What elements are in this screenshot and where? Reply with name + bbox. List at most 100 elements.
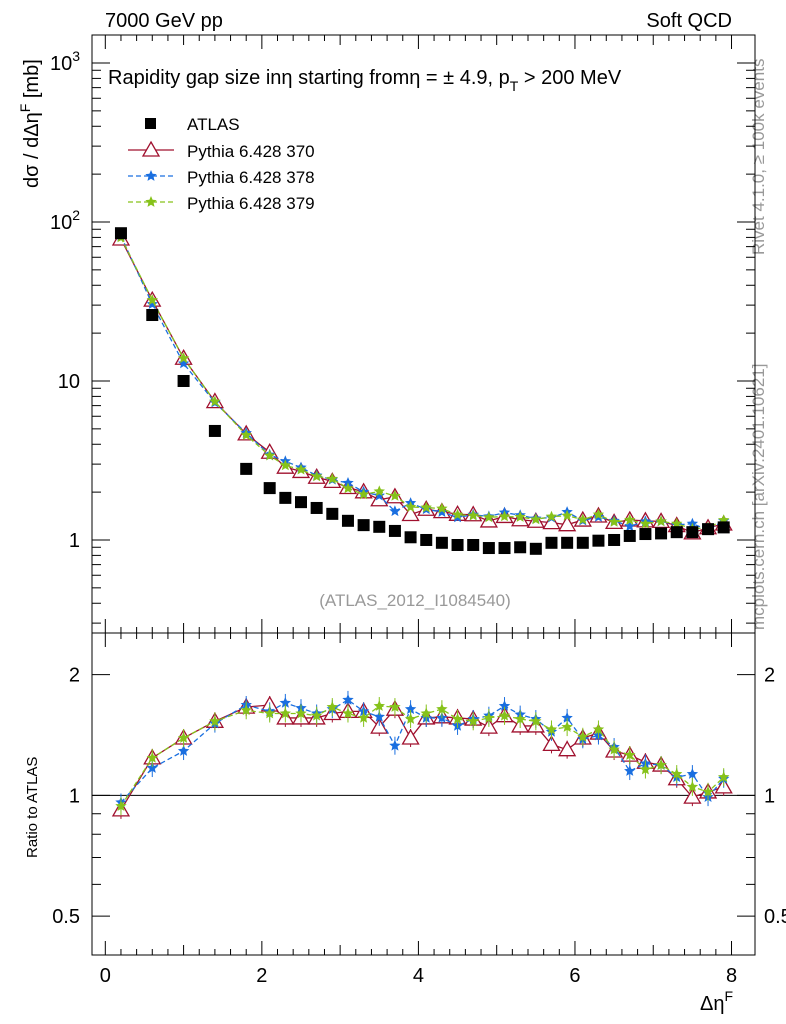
data-point <box>420 533 433 546</box>
series-line <box>120 238 724 534</box>
data-point <box>341 514 354 527</box>
series-point <box>240 429 252 440</box>
series-point <box>177 357 190 369</box>
ratio-point <box>373 700 385 711</box>
ratio-point <box>370 717 389 734</box>
data-point <box>686 526 699 539</box>
ratio-point <box>279 696 291 708</box>
series-point <box>436 506 448 517</box>
ratio-point <box>671 768 683 779</box>
ratio-point <box>467 715 479 727</box>
ratio-point <box>373 710 385 722</box>
ratio-point <box>404 713 417 724</box>
series-point <box>326 472 338 484</box>
series-point <box>146 298 158 309</box>
ratio-point <box>357 711 370 723</box>
data-point <box>279 491 292 504</box>
ratio-point <box>542 735 561 752</box>
series-point <box>451 508 464 520</box>
series-point <box>483 511 495 523</box>
y-tick-label: 102 <box>50 207 80 234</box>
data-point <box>623 529 636 542</box>
data-point <box>514 541 527 554</box>
series-point <box>389 489 401 501</box>
data-point <box>326 507 339 520</box>
series-point <box>389 505 401 517</box>
series-point <box>467 509 479 521</box>
rivet-label: Rivet 4.1.0, ≥ 100k events <box>749 59 768 255</box>
data-point <box>702 523 715 536</box>
data-point <box>240 462 253 475</box>
series-point <box>373 489 385 501</box>
series-point <box>373 485 385 497</box>
series-point <box>558 515 577 532</box>
data-point <box>263 482 276 495</box>
ratio-series-line <box>120 699 725 803</box>
series-point <box>624 520 636 532</box>
x-tick-label: 4 <box>413 965 424 987</box>
series-point <box>545 510 558 522</box>
data-point <box>404 531 417 544</box>
data-point <box>529 542 542 555</box>
series-point <box>655 515 667 527</box>
data-point <box>639 528 652 541</box>
legend-marker <box>141 140 161 157</box>
data-point <box>208 424 221 437</box>
data-point <box>177 374 190 387</box>
ratio-point <box>295 707 307 719</box>
ratio-point <box>146 762 158 773</box>
ratio-point <box>683 787 702 804</box>
x-tick-label: 2 <box>256 965 267 987</box>
data-point <box>357 519 370 532</box>
data-point <box>670 526 683 539</box>
data-point <box>388 524 401 537</box>
ratio-point <box>404 703 417 715</box>
ratio-tick-label: 0.5 <box>764 906 786 928</box>
header-left: 7000 GeV pp <box>105 10 223 32</box>
series-point <box>357 488 370 500</box>
series-point <box>404 501 417 512</box>
legend-label: Pythia 6.428 379 <box>187 194 315 213</box>
data-point <box>467 538 480 551</box>
ratio-point <box>146 751 158 763</box>
ratio-y-axis-label: Ratio to ATLAS <box>24 757 41 858</box>
data-point <box>435 536 448 549</box>
ratio-tick-label: 0.5 <box>52 906 80 928</box>
ratio-point <box>498 709 511 721</box>
ratio-point <box>177 732 190 743</box>
series-point <box>342 482 354 494</box>
y-tick-label: 10 <box>58 371 80 393</box>
analysis-watermark: (ATLAS_2012_I1084540) <box>319 591 511 610</box>
ratio-tick-label: 1 <box>69 785 80 807</box>
ratio-point <box>718 771 730 783</box>
series-point <box>279 459 291 471</box>
ratio-point <box>530 715 542 727</box>
ratio-tick-label: 2 <box>764 665 775 687</box>
series-point <box>561 509 573 521</box>
ratio-point <box>279 707 291 719</box>
ratio-point <box>451 713 464 724</box>
series-point <box>370 490 389 507</box>
legend-label: Pythia 6.428 378 <box>187 168 315 187</box>
series-point <box>264 449 276 461</box>
ratio-point <box>483 711 495 723</box>
series-point <box>401 505 420 522</box>
x-axis-label: ΔηF <box>700 988 733 1015</box>
series-point <box>592 508 605 520</box>
series-point <box>436 502 448 514</box>
series-point <box>146 294 158 305</box>
ratio-point <box>592 723 605 735</box>
y-axis-label: dσ / dΔηF [mb] <box>17 59 43 188</box>
ratio-point <box>558 740 577 757</box>
data-point <box>608 533 621 546</box>
x-tick-label: 0 <box>100 965 111 987</box>
chart-title: Rapidity gap size inη starting fromη = ±… <box>108 67 622 94</box>
data-point <box>114 227 127 240</box>
y-tick-label: 103 <box>50 48 80 75</box>
series-point <box>310 470 323 482</box>
ratio-point <box>389 701 401 712</box>
series-point <box>295 463 307 475</box>
series-point <box>177 352 190 364</box>
data-point <box>545 536 558 549</box>
legend-label: Pythia 6.428 370 <box>187 142 315 161</box>
